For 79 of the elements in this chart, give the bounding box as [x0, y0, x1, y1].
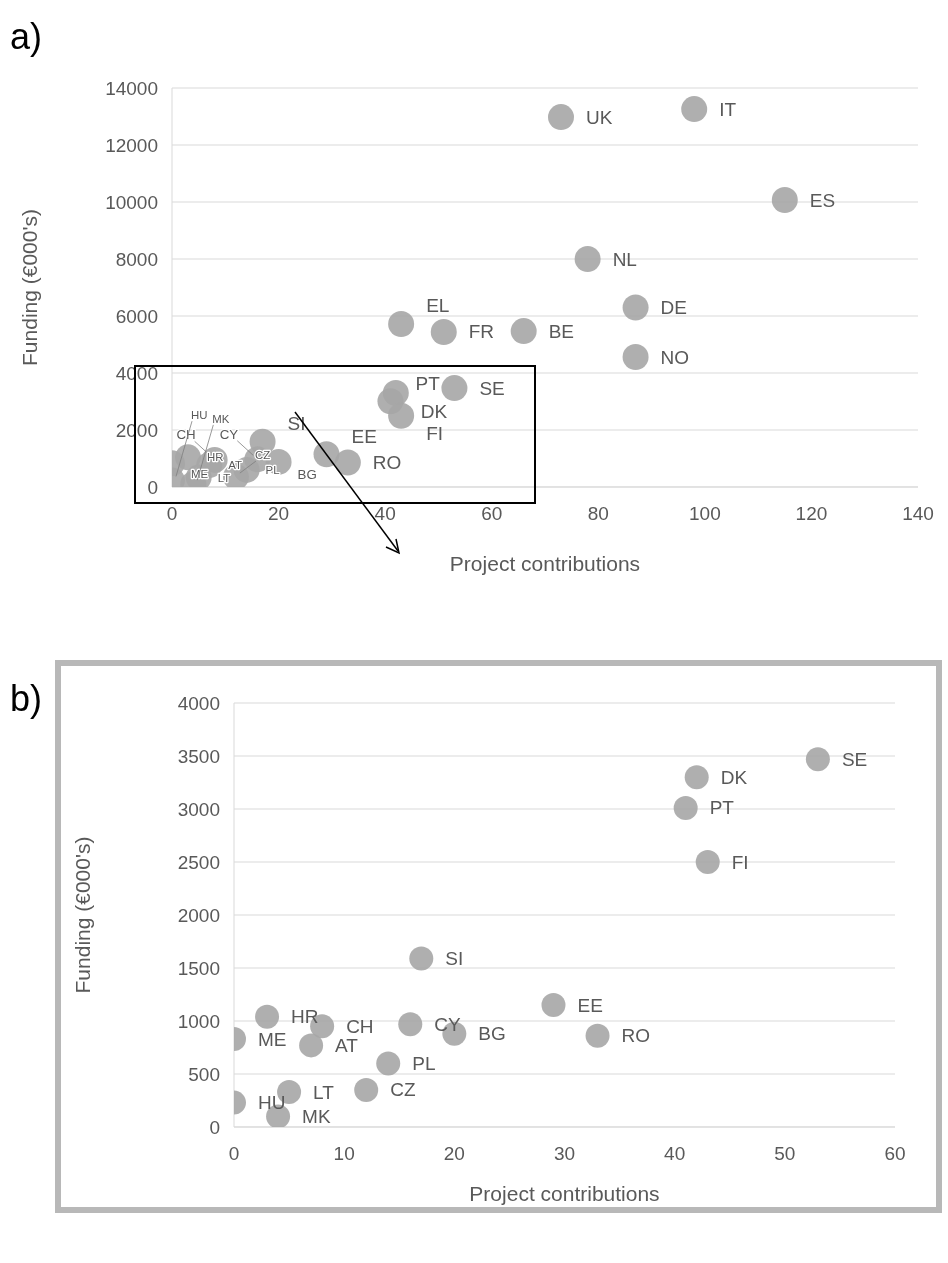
y-tick-label: 500 — [188, 1063, 220, 1085]
annotation: PT — [709, 797, 735, 819]
y-tick-label: 1000 — [177, 1010, 220, 1032]
annotation: IT — [719, 98, 737, 120]
x-axis-title: Project contributions — [469, 1182, 660, 1205]
y-tick-label: 0 — [147, 476, 158, 498]
annotation: ES — [809, 189, 836, 211]
x-tick-label: 100 — [689, 503, 721, 525]
annotation: MK — [212, 413, 230, 426]
annotation: RO — [621, 1025, 651, 1047]
annotation: BG — [478, 1023, 506, 1045]
x-tick-label: 60 — [884, 1143, 906, 1165]
annotation: EE — [577, 994, 603, 1016]
y-tick-label: 14000 — [105, 77, 158, 99]
y-axis-title: Funding (€000's) — [18, 209, 42, 366]
annotation: PT — [415, 372, 441, 394]
x-tick-label: 40 — [664, 1143, 686, 1165]
annotation: CH — [346, 1015, 374, 1037]
x-tick-label: 40 — [374, 503, 396, 525]
x-tick-label: 140 — [902, 503, 934, 525]
y-axis-title: Funding (€000's) — [71, 836, 95, 994]
y-tick-label: 6000 — [115, 305, 158, 327]
annotation: SE — [479, 377, 505, 399]
annotation: RO — [372, 451, 402, 473]
annotation: EE — [351, 425, 377, 447]
x-tick-label: 120 — [795, 503, 828, 525]
annotation: EL — [426, 295, 450, 317]
annotation: NO — [660, 346, 690, 368]
annotation: PL — [412, 1052, 436, 1074]
annotation: SI — [445, 947, 464, 969]
annotation: CZ — [390, 1079, 416, 1101]
x-axis-title: Project contributions — [449, 552, 641, 575]
y-tick-label: 12000 — [105, 134, 158, 156]
annotation: DE — [660, 296, 687, 318]
annotation: UK — [585, 106, 613, 128]
annotation: ME — [258, 1028, 287, 1050]
annotation: LT — [313, 1081, 335, 1103]
annotation: HR — [291, 1006, 319, 1028]
annotation: FR — [468, 321, 495, 343]
annotation: BE — [548, 320, 575, 342]
x-tick-label: 60 — [481, 503, 503, 525]
annotation: DK — [420, 400, 448, 422]
annotation: HU — [258, 1092, 286, 1114]
annotation: DK — [720, 766, 748, 788]
x-tick-label: 50 — [774, 1143, 796, 1165]
y-tick-label: 2500 — [177, 851, 220, 873]
x-tick-label: 30 — [553, 1143, 576, 1165]
x-tick-label: 80 — [587, 503, 609, 525]
y-tick-label: 8000 — [115, 248, 158, 270]
annotation: FI — [731, 851, 749, 873]
annotation: PL — [265, 463, 280, 476]
chart-title: b) — [10, 678, 43, 720]
y-tick-label: 3000 — [177, 798, 220, 820]
annotation: BG — [297, 467, 317, 483]
y-tick-label: 2000 — [177, 904, 220, 926]
annotation: AT — [335, 1034, 359, 1056]
annotation: ME — [191, 468, 209, 481]
annotation: HR — [206, 451, 224, 464]
annotation: SE — [841, 748, 868, 770]
y-tick-label: 10000 — [105, 191, 158, 213]
annotation: HU — [191, 409, 208, 422]
annotation: AT — [228, 459, 243, 472]
annotation: CH — [176, 427, 196, 443]
annotation: CY — [219, 426, 239, 442]
chart-title: a) — [10, 16, 43, 58]
x-tick-label: 0 — [228, 1143, 240, 1165]
annotation: CY — [434, 1013, 461, 1035]
annotation: CZ — [254, 449, 271, 462]
annotation: SI — [287, 413, 306, 435]
annotation: MK — [302, 1105, 331, 1127]
annotation: FI — [426, 423, 444, 445]
x-tick-label: 10 — [333, 1143, 355, 1165]
x-tick-label: 20 — [268, 503, 290, 525]
y-tick-label: 4000 — [177, 692, 220, 714]
y-tick-label: 1500 — [177, 957, 220, 979]
x-tick-label: 20 — [443, 1143, 465, 1165]
annotation: NL — [612, 248, 637, 270]
y-tick-label: 3500 — [177, 745, 220, 767]
y-tick-label: 0 — [209, 1116, 220, 1138]
